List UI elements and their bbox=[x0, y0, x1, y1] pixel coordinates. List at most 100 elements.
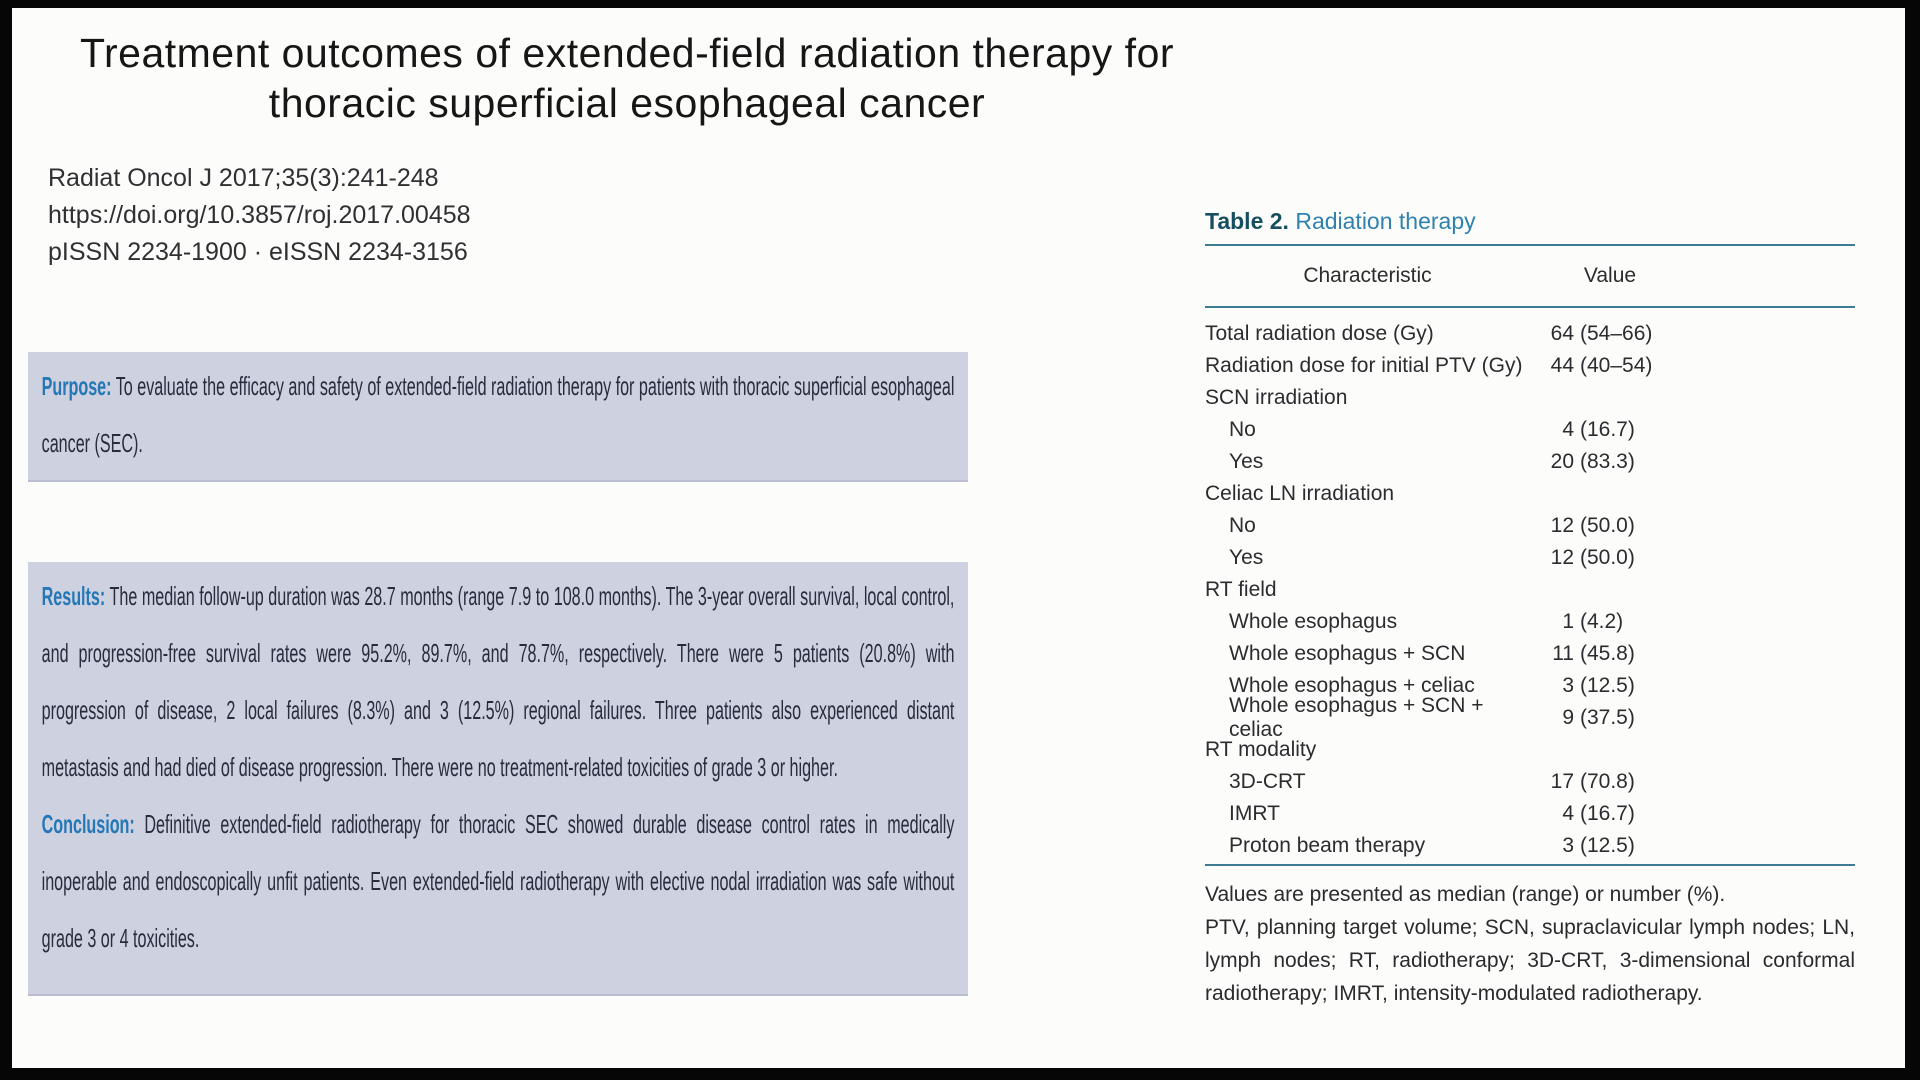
table-footnotes: Values are presented as median (range) o… bbox=[1205, 878, 1855, 1010]
row-characteristic: 3D-CRT bbox=[1229, 770, 1306, 793]
row-value: 20 (83.3) bbox=[1530, 450, 1690, 474]
purpose-label: Purpose: bbox=[41, 371, 112, 401]
slide: Treatment outcomes of extended-field rad… bbox=[12, 8, 1905, 1068]
table-row: No 4 (16.7) bbox=[1205, 414, 1855, 446]
table-row: Whole esophagus + celiac 3 (12.5) bbox=[1205, 670, 1855, 702]
row-characteristic: Total radiation dose (Gy) bbox=[1205, 322, 1434, 345]
results-text: The median follow-up duration was 28.7 m… bbox=[41, 581, 955, 782]
table-row: 3D-CRT 17 (70.8) bbox=[1205, 766, 1855, 798]
page-title-line2: thoracic superficial esophageal cancer bbox=[268, 80, 986, 126]
conclusion-paragraph: Conclusion: Definitive extended-field ra… bbox=[42, 796, 955, 967]
row-characteristic: Celiac LN irradiation bbox=[1205, 482, 1395, 505]
row-characteristic: No bbox=[1229, 514, 1256, 537]
table-row: Celiac LN irradiation bbox=[1205, 478, 1855, 510]
row-value-percent: (50.0) bbox=[1580, 546, 1635, 569]
table-row: Radiation dose for initial PTV (Gy) 44 (… bbox=[1205, 350, 1855, 382]
row-value: 44 (40–54) bbox=[1530, 354, 1690, 378]
radiation-therapy-table: Table 2. Radiation therapy Characteristi… bbox=[1205, 208, 1855, 1010]
row-value-percent: (50.0) bbox=[1580, 514, 1635, 537]
row-value-number: 1 bbox=[1562, 610, 1574, 633]
row-value-number: 9 bbox=[1562, 706, 1574, 729]
table-row: Whole esophagus + SCN + celiac 9 (37.5) bbox=[1205, 694, 1855, 741]
table-caption-label: Table 2. bbox=[1205, 208, 1289, 234]
row-value-percent: (83.3) bbox=[1580, 450, 1635, 473]
row-value: 4 (16.7) bbox=[1530, 418, 1690, 442]
table-row: Whole esophagus 1 (4.2) bbox=[1205, 606, 1855, 638]
row-characteristic: Yes bbox=[1229, 546, 1264, 569]
row-characteristic: IMRT bbox=[1229, 802, 1280, 825]
row-value: 12 (50.0) bbox=[1530, 546, 1690, 570]
row-value-percent: (70.8) bbox=[1580, 770, 1635, 793]
row-value-percent: (12.5) bbox=[1580, 674, 1635, 697]
table-rule-mid bbox=[1205, 306, 1855, 308]
row-value: 64 (54–66) bbox=[1530, 322, 1690, 346]
table-row: SCN irradiation bbox=[1205, 382, 1855, 414]
row-value: 17 (70.8) bbox=[1530, 770, 1690, 794]
row-characteristic: Whole esophagus + SCN bbox=[1229, 642, 1466, 665]
row-value-number: 44 bbox=[1550, 354, 1574, 377]
row-characteristic: Whole esophagus bbox=[1229, 610, 1398, 633]
table-row: Yes 12 (50.0) bbox=[1205, 542, 1855, 574]
conclusion-text: Definitive extended-field radiotherapy f… bbox=[41, 809, 955, 953]
table-rule-bottom bbox=[1205, 864, 1855, 866]
table-rule-top bbox=[1205, 244, 1855, 246]
table-header-row: Characteristic Value bbox=[1205, 246, 1855, 306]
results-text-block: Results: The median follow-up duration w… bbox=[28, 562, 968, 967]
row-characteristic: Radiation dose for initial PTV (Gy) bbox=[1205, 354, 1523, 377]
row-value-number: 3 bbox=[1562, 674, 1574, 697]
row-value-number: 64 bbox=[1550, 322, 1574, 345]
purpose-text-block: Purpose: To evaluate the efficacy and sa… bbox=[28, 352, 968, 472]
table-row: IMRT 4 (16.7) bbox=[1205, 798, 1855, 830]
table-row: RT field bbox=[1205, 574, 1855, 606]
citation-issn: pISSN 2234-1900 · eISSN 2234-3156 bbox=[48, 238, 468, 266]
row-value: 1 (4.2) bbox=[1530, 610, 1690, 634]
row-value-percent: (40–54) bbox=[1580, 354, 1653, 377]
table-row: Whole esophagus + SCN 11 (45.8) bbox=[1205, 638, 1855, 670]
table-caption: Table 2. Radiation therapy bbox=[1205, 208, 1855, 244]
citation-block: Radiat Oncol J 2017;35(3):241-248 https:… bbox=[48, 160, 471, 271]
row-characteristic: SCN irradiation bbox=[1205, 386, 1348, 409]
row-value-percent: (4.2) bbox=[1580, 610, 1624, 633]
row-value-number: 12 bbox=[1550, 546, 1574, 569]
row-characteristic: RT modality bbox=[1205, 738, 1317, 761]
table-row: Proton beam therapy 3 (12.5) bbox=[1205, 830, 1855, 862]
row-characteristic: RT field bbox=[1205, 578, 1277, 601]
row-value: 12 (50.0) bbox=[1530, 514, 1690, 538]
row-characteristic: Proton beam therapy bbox=[1229, 834, 1426, 857]
row-value: 3 (12.5) bbox=[1530, 834, 1690, 858]
page-title-line1: Treatment outcomes of extended-field rad… bbox=[79, 30, 1175, 76]
row-value-percent: (54–66) bbox=[1580, 322, 1653, 345]
row-value: 4 (16.7) bbox=[1530, 802, 1690, 826]
row-value-number: 3 bbox=[1562, 834, 1574, 857]
purpose-text: To evaluate the efficacy and safety of e… bbox=[41, 371, 955, 458]
row-value: 9 (37.5) bbox=[1530, 706, 1690, 730]
table-row: Yes 20 (83.3) bbox=[1205, 446, 1855, 478]
table-rows: Total radiation dose (Gy) 64 (54–66) Rad… bbox=[1205, 308, 1855, 864]
row-value-number: 20 bbox=[1550, 450, 1574, 473]
row-characteristic: No bbox=[1229, 418, 1256, 441]
row-value-number: 11 bbox=[1552, 642, 1574, 665]
table-row: Total radiation dose (Gy) 64 (54–66) bbox=[1205, 318, 1855, 350]
row-value-number: 4 bbox=[1562, 802, 1574, 825]
row-characteristic: Yes bbox=[1229, 450, 1264, 473]
row-value-percent: (16.7) bbox=[1580, 802, 1635, 825]
results-conclusion-section: Results: The median follow-up duration w… bbox=[28, 562, 968, 996]
row-value: 3 (12.5) bbox=[1530, 674, 1690, 698]
citation-journal: Radiat Oncol J 2017;35(3):241-248 bbox=[48, 164, 439, 192]
row-value-percent: (12.5) bbox=[1580, 834, 1635, 857]
row-characteristic: Whole esophagus + SCN + celiac bbox=[1229, 694, 1484, 741]
column-header-value: Value bbox=[1583, 264, 1637, 287]
table-caption-title: Radiation therapy bbox=[1295, 208, 1476, 234]
conclusion-label: Conclusion: bbox=[41, 809, 135, 839]
purpose-section: Purpose: To evaluate the efficacy and sa… bbox=[28, 352, 968, 482]
purpose-paragraph: Purpose: To evaluate the efficacy and sa… bbox=[42, 358, 955, 472]
row-value-percent: (45.8) bbox=[1580, 642, 1635, 665]
row-value-number: 12 bbox=[1550, 514, 1574, 537]
row-value-number: 4 bbox=[1562, 418, 1574, 441]
table-footnote: PTV, planning target volume; SCN, suprac… bbox=[1205, 916, 1855, 1005]
citation-doi: https://doi.org/10.3857/roj.2017.00458 bbox=[48, 201, 471, 229]
column-header-characteristic: Characteristic bbox=[1303, 264, 1432, 287]
table-footnote: Values are presented as median (range) o… bbox=[1205, 883, 1726, 906]
row-characteristic: Whole esophagus + celiac bbox=[1229, 674, 1475, 697]
row-value-number: 17 bbox=[1550, 770, 1574, 793]
